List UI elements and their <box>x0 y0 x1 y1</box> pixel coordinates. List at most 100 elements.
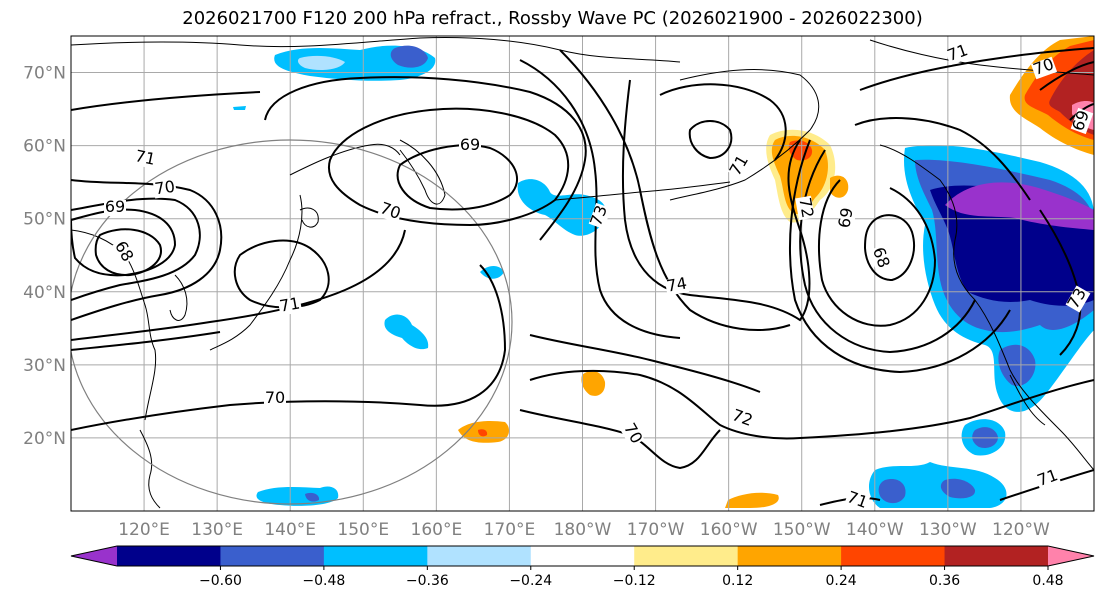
anomaly-subtropical-orange-2 <box>581 370 606 396</box>
contour-label-bg <box>264 391 286 407</box>
contour-72-north <box>71 91 261 111</box>
colorbar-extend-low <box>71 546 117 566</box>
contour-71-japan <box>71 229 406 341</box>
contour-label-bg <box>619 420 645 448</box>
coast-okhotsk <box>289 143 401 176</box>
contour-label-bg <box>837 205 857 231</box>
colorbar-tick-label: −0.48 <box>302 573 345 589</box>
anomaly-small-blue-1 <box>480 266 504 279</box>
contour-label-bg <box>1030 56 1058 80</box>
coastlines <box>71 37 1094 509</box>
colorbar-segment <box>634 546 739 566</box>
contour-72-east <box>854 117 1031 201</box>
colorbar-tick-label: −0.24 <box>509 573 552 589</box>
lon-tick-label: 120°E <box>118 520 170 540</box>
contour-label-bg <box>843 489 871 511</box>
anomaly-subtropical-east-core <box>878 478 906 504</box>
contour-label: 69 <box>105 197 125 216</box>
contour-label-bg <box>1034 467 1062 491</box>
lon-tick-label: 170°E <box>484 520 536 540</box>
contour-71-north <box>264 76 587 241</box>
anomaly-south-blue <box>256 486 339 506</box>
contour-72-central <box>559 49 791 331</box>
lat-tick-label: 60°N <box>23 137 66 157</box>
contour-label-bg <box>110 238 136 266</box>
contour-label-bg <box>104 200 126 216</box>
latitude-labels: 20°N 30°N 40°N 50°N 60°N 70°N <box>23 64 66 449</box>
colorbar-tick-label: −0.60 <box>199 573 242 589</box>
anomaly-small-blue-3 <box>233 106 246 110</box>
lat-tick-label: 20°N <box>23 429 66 449</box>
colorbar-segment <box>427 546 532 566</box>
colorbar-tick-label: 0.36 <box>929 573 960 589</box>
coast-hudson-region <box>869 39 1094 76</box>
contour-label: 70 <box>265 388 285 407</box>
contour-label: 70 <box>153 177 176 199</box>
lon-tick-label: 140°E <box>264 520 316 540</box>
contour-68-west <box>94 228 162 277</box>
lon-tick-label: 120°W <box>992 520 1050 540</box>
map-frame <box>70 35 1095 512</box>
contour-label-bg <box>1070 107 1094 135</box>
contour-70-subtropical <box>519 409 721 470</box>
coast-korea <box>169 274 188 321</box>
contour-label-bg <box>868 244 892 272</box>
contour-71-west <box>71 179 223 321</box>
contour-72-west <box>71 331 221 351</box>
contour-68-east <box>863 214 915 282</box>
colorbar: −0.60 −0.48 −0.36 −0.24 −0.12 0.12 0.24 0.36 0.4… <box>70 545 1095 589</box>
lat-tick-label: 50°N <box>23 210 66 230</box>
contour-70-south <box>71 264 507 431</box>
lat-tick-label: 70°N <box>23 64 66 84</box>
colorbar-tick-label: −0.36 <box>406 573 449 589</box>
contour-label-bg <box>664 276 690 296</box>
colorbar-segment <box>737 546 842 566</box>
colorbar-segment <box>117 546 221 566</box>
contour-label: 72 <box>795 196 817 219</box>
contour-74-central <box>621 79 811 322</box>
coast-kamchatka <box>399 139 446 205</box>
anomaly-subtropical-orange-1-core <box>478 429 488 437</box>
anomaly-south-blue-core <box>305 492 320 502</box>
contour-label: 69 <box>834 206 856 229</box>
lon-tick-label: 130°W <box>919 520 977 540</box>
coast-alaska <box>669 69 820 201</box>
contour-label: 71 <box>133 146 157 169</box>
contour-72-subtropical <box>529 369 1094 440</box>
anomaly-alaska-positive <box>771 135 829 215</box>
anomaly-california-blue <box>998 344 1036 386</box>
lat-tick-label: 30°N <box>23 356 66 376</box>
colorbar-segment <box>944 546 1049 566</box>
contour-label-bg <box>459 138 481 154</box>
colorbar-tick-label: −0.12 <box>613 573 656 589</box>
contour-label-bg <box>728 407 756 431</box>
coast-philippines <box>139 429 161 509</box>
colorbar-segment <box>841 546 946 566</box>
contour-71-northeast <box>859 47 1094 91</box>
contour-73-alaska <box>659 83 787 161</box>
lon-tick-label: 160°W <box>700 520 758 540</box>
colorbar-outline <box>70 545 1095 567</box>
contour-70-japan <box>233 239 330 309</box>
contour-70-west <box>71 197 201 301</box>
anomaly-arctic-blue-core <box>390 45 428 68</box>
anomaly-alaska-orange-east <box>830 175 849 198</box>
coast-japan-hokkaido <box>299 207 319 228</box>
lon-tick-label: 150°E <box>337 520 389 540</box>
contour-69-northeast <box>1069 103 1094 121</box>
contour-label: 74 <box>665 273 688 295</box>
lon-tick-label: 140°W <box>846 520 904 540</box>
contour-label-bg <box>277 296 303 316</box>
lon-tick-label: 170°W <box>627 520 685 540</box>
contour-label-bg <box>376 200 404 224</box>
lat-tick-label: 40°N <box>23 283 66 303</box>
coast-north-america-west <box>879 144 1094 471</box>
anomaly-subtropical-east-core2 <box>940 478 976 499</box>
contour-71-subtropical <box>529 334 761 393</box>
colorbar-tick-label: 0.48 <box>1032 573 1063 589</box>
lon-tick-label: 130°E <box>191 520 243 540</box>
